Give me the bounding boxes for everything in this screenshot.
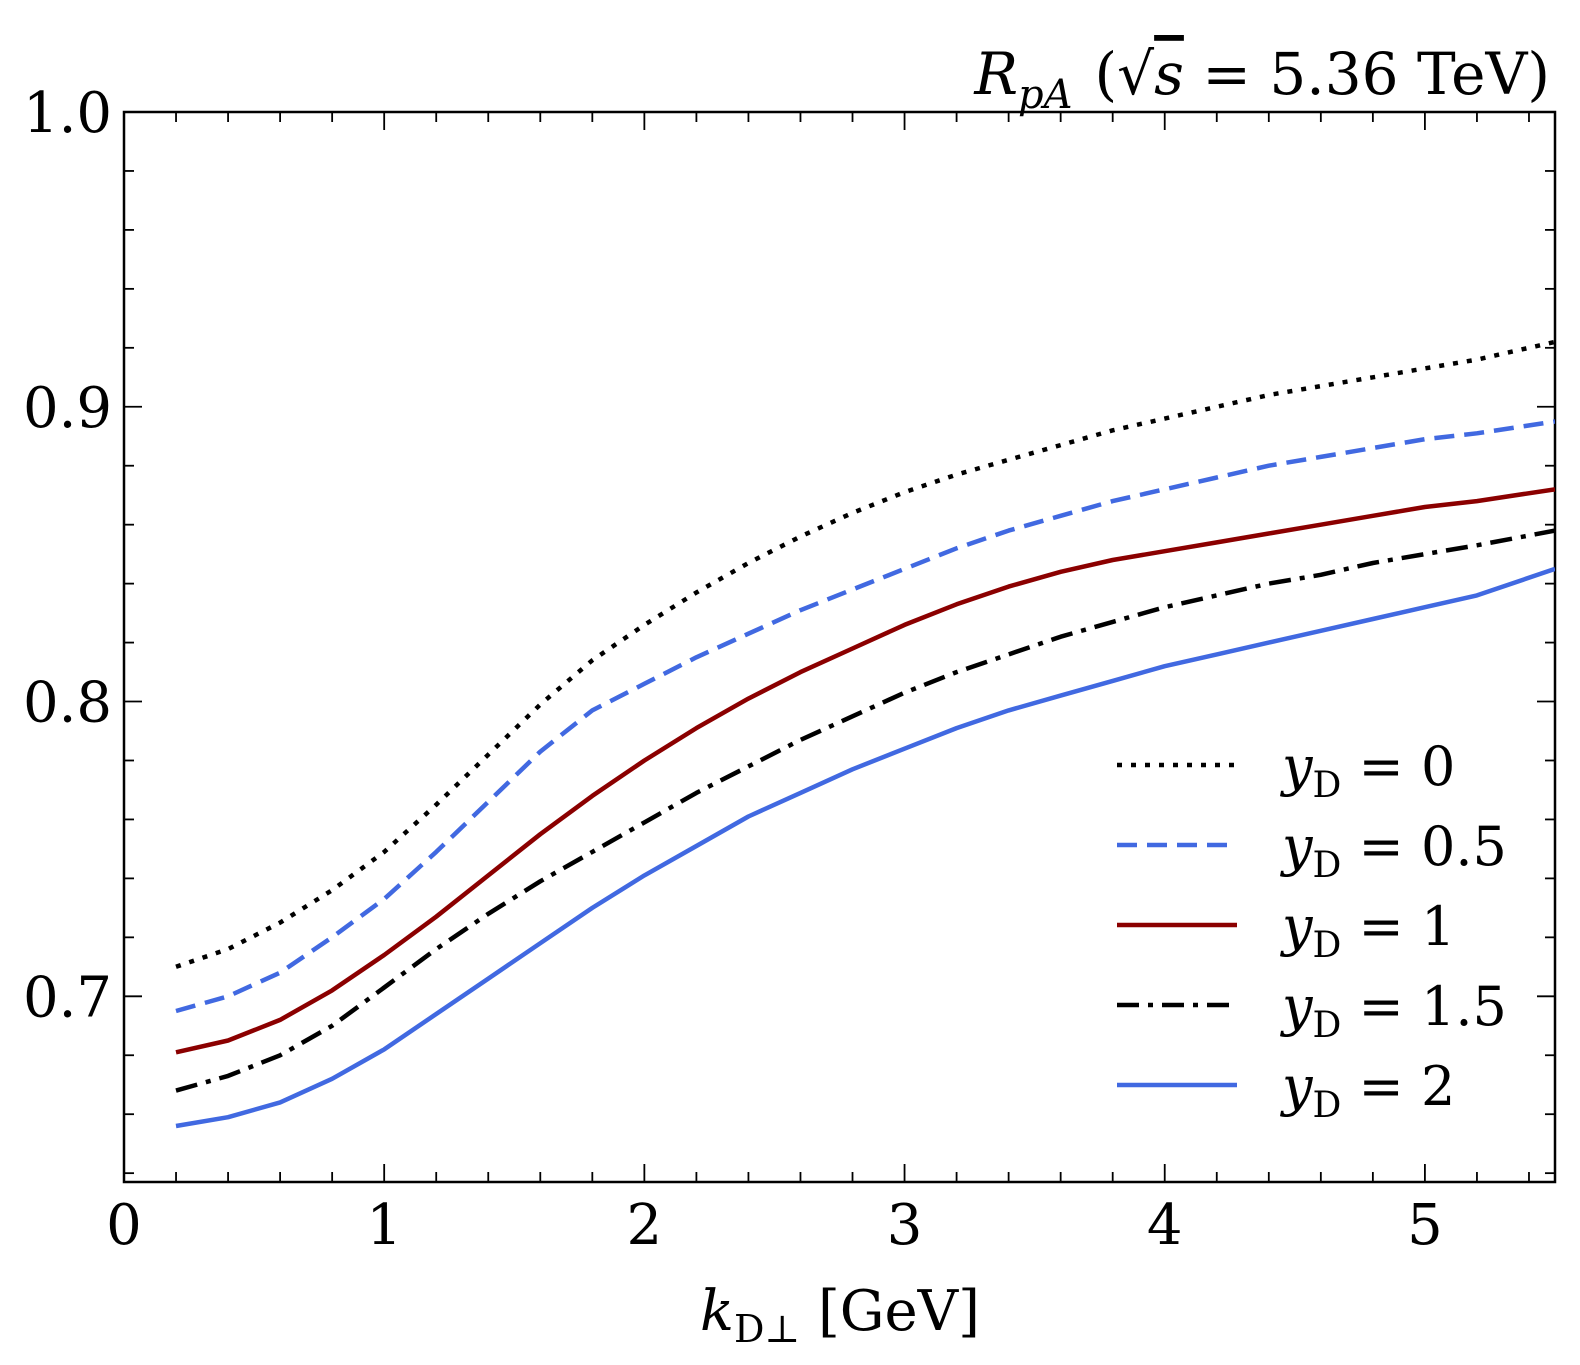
legend-label-val: 1.5 bbox=[1421, 975, 1507, 1038]
legend-label-var: y bbox=[1280, 735, 1314, 798]
legend-label-eq: = bbox=[1341, 735, 1421, 798]
y-tick-label: 1.0 bbox=[23, 81, 112, 146]
chart-title: RpA (√s = 5.36 TeV) bbox=[973, 40, 1550, 118]
x-tick-label: 3 bbox=[887, 1193, 923, 1258]
series-line-2 bbox=[175, 487, 1555, 1055]
x-axis-label-unit: [GeV] bbox=[800, 1279, 980, 1344]
title-subscript: pA bbox=[1018, 72, 1073, 118]
title-open-paren: ( bbox=[1095, 40, 1118, 108]
x-axis-label-sub: D⊥ bbox=[734, 1307, 800, 1351]
legend-label-sub: D bbox=[1313, 765, 1342, 806]
legend-label-val: 1 bbox=[1421, 895, 1455, 958]
title-symbol: R bbox=[973, 40, 1018, 108]
legend-label-3: yD = 1.5 bbox=[1280, 975, 1507, 1046]
legend-label-eq: = bbox=[1341, 1055, 1421, 1118]
plot-frame bbox=[122, 110, 1557, 1184]
legend: yD = 0yD = 0.5yD = 1yD = 1.5yD = 2 bbox=[1117, 735, 1507, 1126]
axis-tick-labels: 0 1 2 3 4 5 0.7 0.8 0.9 1.0 bbox=[23, 81, 1443, 1258]
legend-label-2: yD = 1 bbox=[1280, 895, 1455, 966]
axis-ticks bbox=[123, 111, 1555, 1182]
legend-label-1: yD = 0.5 bbox=[1280, 815, 1507, 886]
series-line-4 bbox=[175, 566, 1555, 1129]
title-sqrt-symbol: √ bbox=[1117, 40, 1154, 108]
series-line-0 bbox=[175, 339, 1555, 969]
legend-label-sub: D bbox=[1313, 925, 1342, 966]
y-tick-label: 0.7 bbox=[23, 965, 112, 1030]
legend-label-eq: = bbox=[1341, 975, 1421, 1038]
title-value: 5.36 TeV bbox=[1269, 40, 1528, 108]
legend-label-sub: D bbox=[1313, 1005, 1342, 1046]
x-tick-label: 0 bbox=[106, 1193, 142, 1258]
x-tick-label: 4 bbox=[1147, 1193, 1183, 1258]
title-close-paren: ) bbox=[1527, 40, 1550, 108]
legend-label-eq: = bbox=[1341, 815, 1421, 878]
legend-label-4: yD = 2 bbox=[1280, 1055, 1455, 1126]
legend-label-eq: = bbox=[1341, 895, 1421, 958]
legend-label-var: y bbox=[1280, 895, 1314, 958]
legend-label-0: yD = 0 bbox=[1280, 735, 1455, 806]
x-tick-label: 1 bbox=[366, 1193, 402, 1258]
series-line-1 bbox=[175, 419, 1555, 1014]
x-tick-label: 2 bbox=[627, 1193, 663, 1258]
legend-label-sub: D bbox=[1313, 845, 1342, 886]
x-tick-label: 5 bbox=[1407, 1193, 1443, 1258]
title-equals: = bbox=[1184, 40, 1269, 108]
legend-label-sub: D bbox=[1313, 1085, 1342, 1126]
legend-label-val: 2 bbox=[1421, 1055, 1455, 1118]
series-line-3 bbox=[175, 528, 1555, 1093]
legend-label-val: 0 bbox=[1421, 735, 1455, 798]
x-axis-label: kD⊥ [GeV] bbox=[700, 1279, 980, 1351]
legend-label-var: y bbox=[1280, 1055, 1314, 1118]
x-axis-label-var: k bbox=[700, 1279, 734, 1344]
legend-label-val: 0.5 bbox=[1421, 815, 1507, 878]
y-tick-label: 0.9 bbox=[23, 376, 112, 441]
series-layer bbox=[175, 339, 1555, 1129]
y-tick-label: 0.8 bbox=[23, 671, 112, 736]
legend-label-var: y bbox=[1280, 975, 1314, 1038]
legend-label-var: y bbox=[1280, 815, 1314, 878]
title-energy-var: s bbox=[1154, 40, 1184, 108]
